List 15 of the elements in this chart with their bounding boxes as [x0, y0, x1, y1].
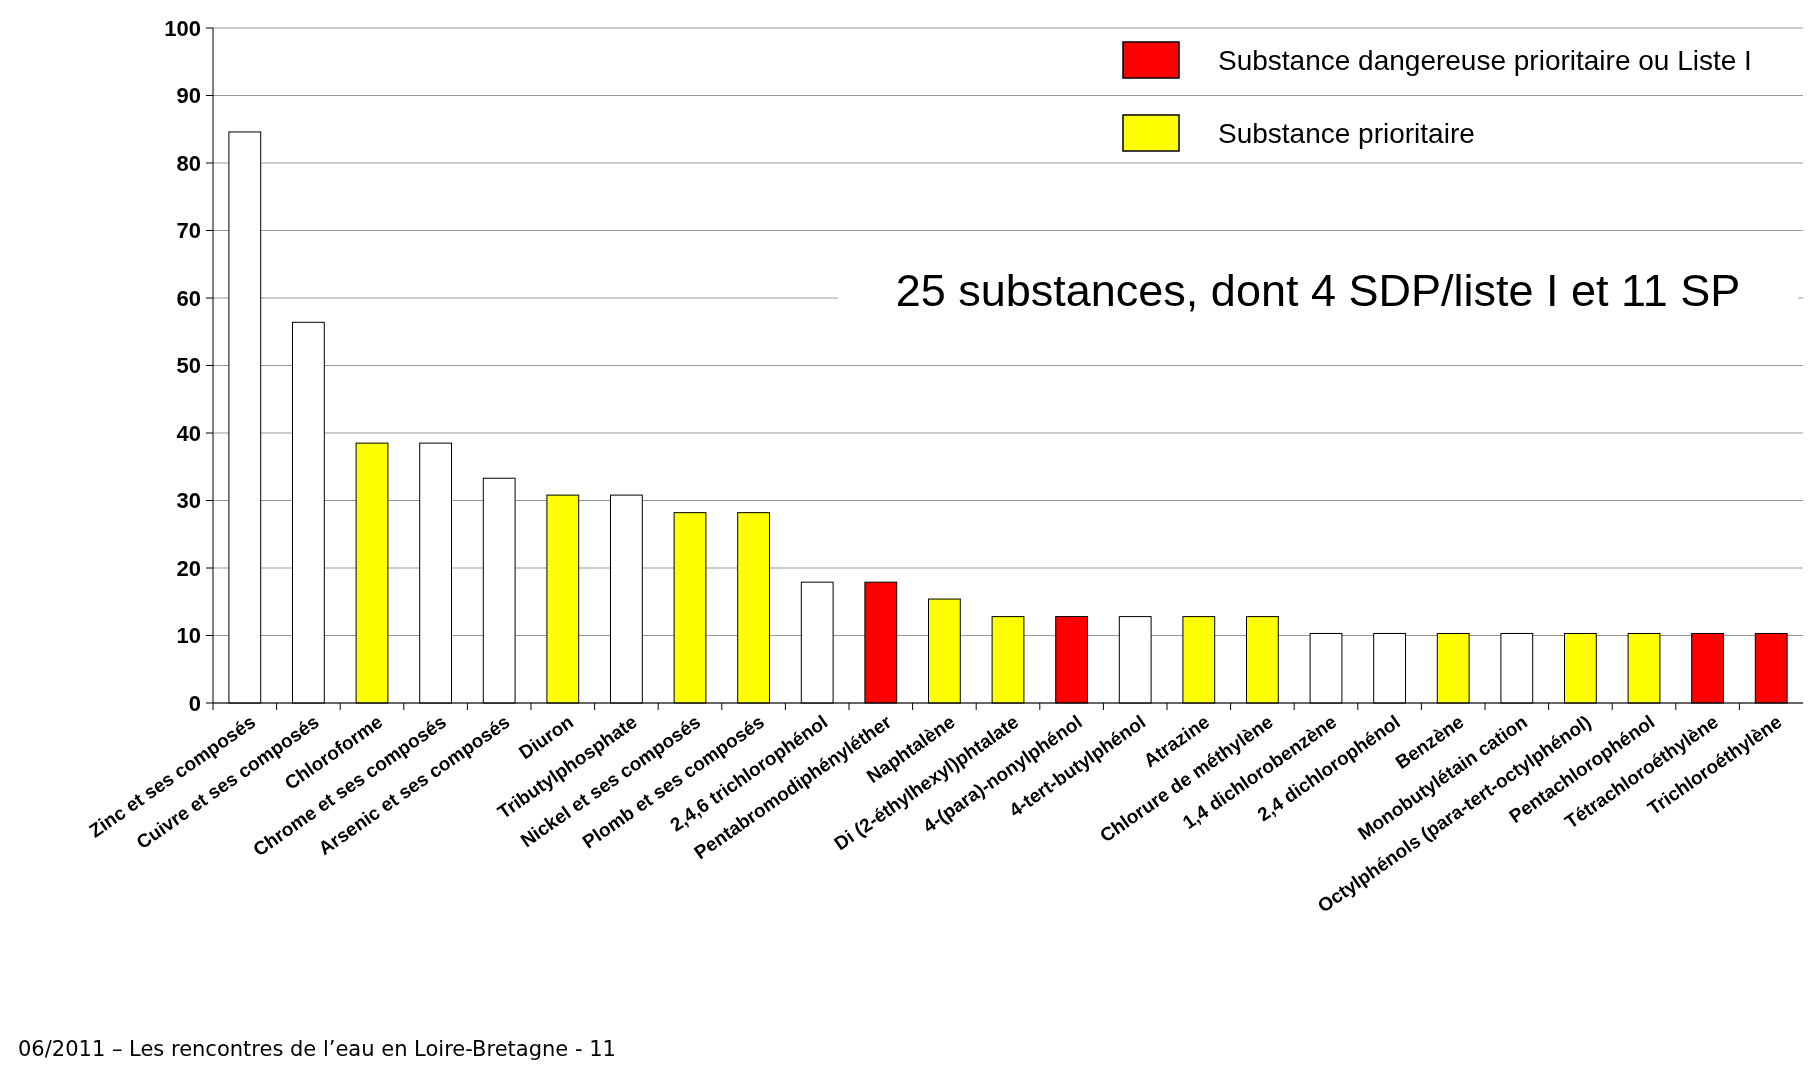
legend-label: Substance dangereuse prioritaire ou Liste I [1218, 44, 1752, 76]
y-tick-label: 0 [188, 690, 201, 716]
y-tick-label: 80 [176, 150, 201, 176]
annotation: 25 substances, dont 4 SDP/liste I et 11 SP [895, 265, 1741, 316]
y-tick-label: 90 [176, 83, 201, 109]
y-tick-label: 40 [176, 420, 201, 446]
legend-label: Substance prioritaire [1218, 117, 1475, 149]
y-tick-label: 10 [176, 623, 201, 649]
y-tick-label: 70 [176, 218, 201, 244]
y-tick-label: 60 [176, 285, 201, 311]
y-tick-label: 50 [176, 353, 201, 379]
text: 06/2011 – Les rencontres de l’eau en Loire-Bretagne - 11 [18, 1037, 616, 1061]
y-tick-label: 30 [176, 488, 201, 514]
y-tick-label: 100 [164, 15, 201, 41]
y-tick-label: 20 [176, 555, 201, 581]
